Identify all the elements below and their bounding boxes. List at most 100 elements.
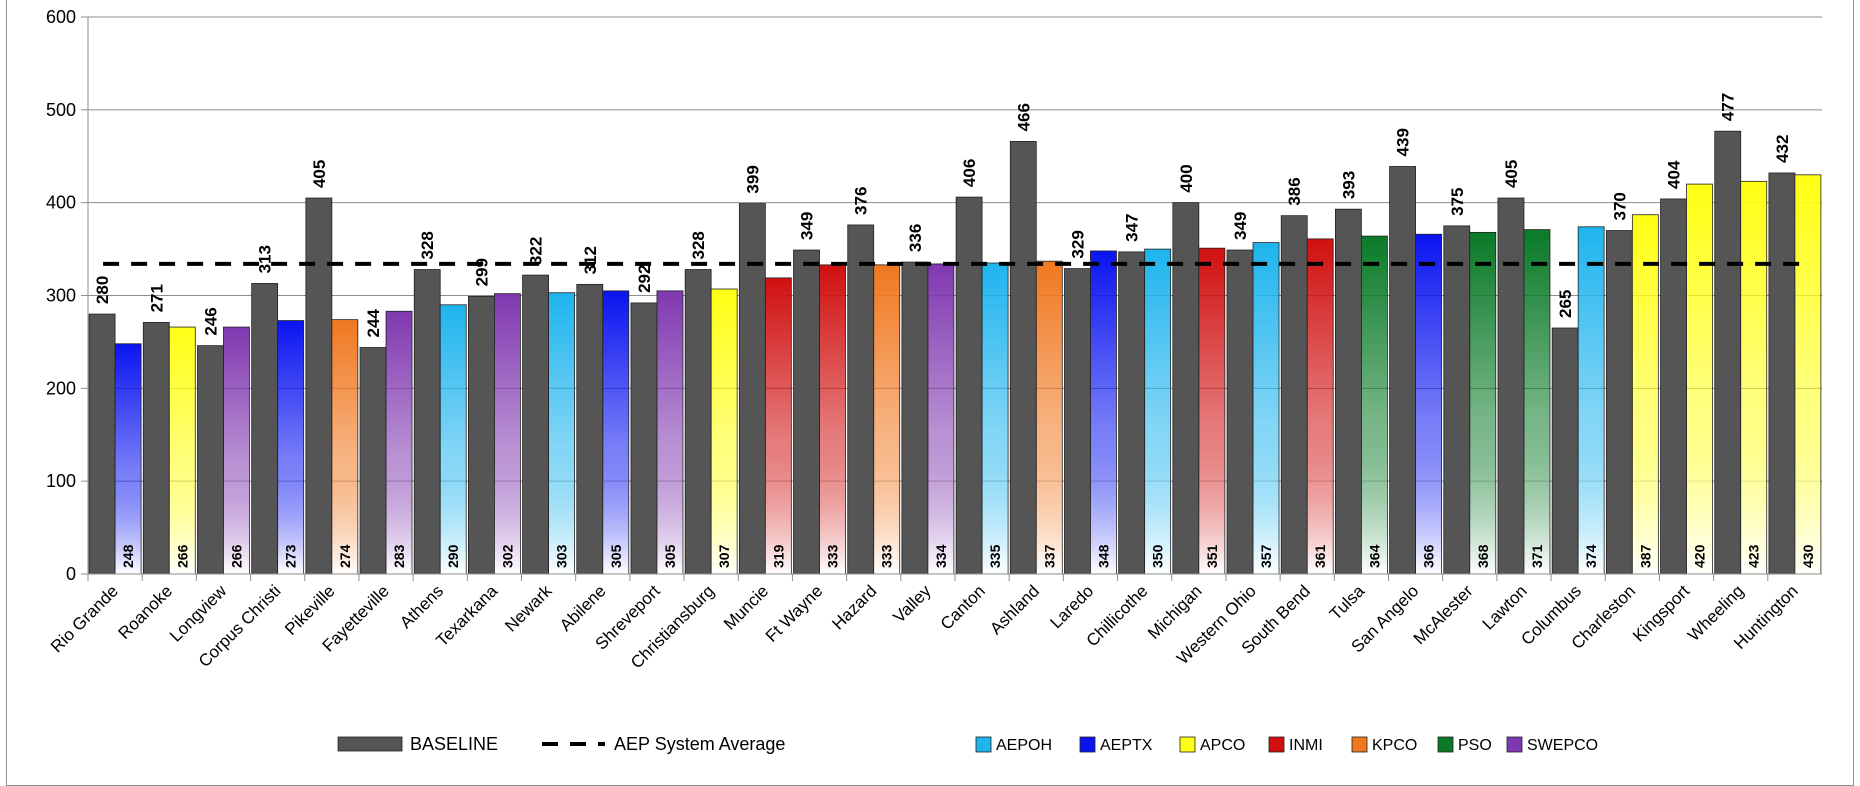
category-label: Muncie (720, 581, 772, 633)
legend-inmi-swatch (1268, 736, 1285, 753)
baseline-value-label: 349 (1231, 212, 1250, 240)
baseline-value-label: 271 (147, 284, 166, 312)
company-value-label: 423 (1746, 544, 1762, 568)
y-tick-label: 0 (66, 564, 76, 584)
baseline-bar (1551, 327, 1579, 575)
company-value-label: 319 (770, 544, 786, 568)
baseline-value-label: 329 (1068, 230, 1087, 258)
company-value-label: 371 (1529, 544, 1545, 568)
category-label: Abilene (556, 581, 610, 635)
company-bar (1523, 229, 1551, 575)
baseline-value-label: 399 (743, 165, 762, 193)
baseline-bar (1389, 166, 1416, 575)
company-value-label: 305 (608, 544, 624, 568)
company-value-label: 283 (391, 544, 407, 568)
baseline-value-label: 292 (635, 265, 654, 293)
y-tick-label: 600 (46, 7, 76, 27)
company-bar (602, 290, 630, 575)
legend-pso-label: PSO (1458, 737, 1492, 754)
company-bar (223, 326, 250, 575)
baseline-bar (1660, 198, 1687, 575)
bars (88, 130, 1822, 575)
category-label: Canton (937, 581, 989, 633)
company-bar (1686, 183, 1713, 575)
company-bar (1361, 235, 1388, 575)
baseline-value-label: 322 (527, 237, 546, 265)
baseline-value-label: 313 (256, 245, 275, 273)
baseline-value-label: 432 (1773, 135, 1792, 163)
baseline-bar (630, 302, 658, 575)
baseline-bar (1714, 130, 1742, 575)
baseline-bar (1172, 202, 1200, 575)
baseline-bar (1443, 225, 1471, 575)
baseline-bar (142, 322, 170, 575)
baseline-value-label: 439 (1394, 128, 1413, 156)
baseline-value-label: 328 (689, 231, 708, 259)
legend-kpco-swatch (1351, 736, 1368, 753)
company-bar (1090, 250, 1117, 575)
legend-kpco-label: KPCO (1372, 737, 1417, 754)
legend-baseline-label: BASELINE (410, 734, 498, 754)
legend-aepoh-swatch (975, 736, 992, 753)
company-bar (1415, 233, 1442, 575)
baseline-value-label: 312 (581, 246, 600, 274)
company-value-label: 366 (1421, 544, 1437, 568)
legend-inmi-label: INMI (1289, 737, 1323, 754)
y-tick-label: 200 (46, 378, 76, 398)
legend-pso-swatch (1437, 736, 1454, 753)
company-value-label: 420 (1692, 544, 1708, 568)
baseline-value-label: 406 (960, 159, 979, 187)
company-value-label: 334 (933, 544, 949, 568)
company-value-label: 337 (1041, 544, 1057, 568)
company-value-label: 302 (499, 544, 515, 568)
baseline-value-label: 404 (1665, 160, 1684, 189)
company-bar (927, 263, 955, 575)
company-bar (331, 319, 359, 575)
baseline-value-label: 265 (1556, 290, 1575, 318)
legend-baseline-swatch (337, 736, 403, 752)
baseline-bar (793, 249, 820, 575)
legend-swepco-swatch (1506, 736, 1523, 753)
company-value-label: 351 (1204, 544, 1220, 568)
company-bar (1306, 238, 1334, 575)
company-value-label: 290 (445, 544, 461, 568)
category-label: Newark (501, 581, 556, 636)
company-value-label: 266 (174, 544, 190, 568)
baseline-bar (468, 296, 495, 575)
baseline-value-label: 376 (852, 187, 871, 215)
y-tick-label: 300 (46, 286, 76, 306)
company-value-label: 303 (554, 544, 570, 568)
company-bar (548, 292, 575, 575)
baseline-value-label: 299 (472, 258, 491, 286)
company-value-label: 248 (120, 544, 136, 568)
company-bar (764, 277, 792, 575)
company-bar (385, 310, 413, 575)
y-tick-label: 400 (46, 193, 76, 213)
company-value-label: 335 (987, 544, 1003, 568)
baseline-bar (251, 283, 279, 575)
company-bar (1577, 226, 1605, 575)
baseline-bar (1497, 197, 1525, 575)
baseline-bar (1280, 215, 1308, 575)
company-bar (1469, 231, 1497, 575)
company-bar (494, 293, 521, 575)
baseline-bar (1118, 251, 1146, 575)
baseline-bar (1009, 140, 1037, 575)
company-value-label: 357 (1258, 544, 1274, 568)
company-bar (277, 320, 305, 575)
baseline-value-label: 246 (201, 307, 220, 335)
baseline-value-label: 328 (418, 231, 437, 259)
y-tick-label: 100 (46, 471, 76, 491)
company-value-label: 368 (1475, 544, 1491, 568)
category-label: Rio Grande (47, 581, 122, 656)
company-value-label: 430 (1800, 544, 1816, 568)
company-value-label: 350 (1150, 544, 1166, 568)
baseline-value-label: 347 (1123, 213, 1142, 241)
legend-aeptx-label: AEPTX (1100, 737, 1153, 754)
company-value-label: 333 (879, 544, 895, 568)
company-bar (1794, 174, 1822, 575)
baseline-bar (197, 345, 224, 575)
category-label: McAlester (1410, 581, 1477, 648)
category-label: Athens (396, 581, 447, 632)
